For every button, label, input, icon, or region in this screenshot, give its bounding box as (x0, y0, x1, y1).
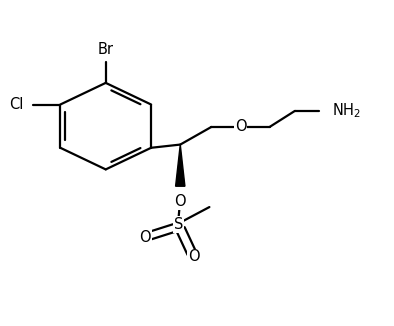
Text: O: O (175, 194, 186, 209)
Polygon shape (176, 144, 185, 186)
Text: O: O (139, 230, 151, 245)
Text: O: O (235, 119, 246, 134)
Text: Cl: Cl (9, 97, 23, 112)
Text: Br: Br (98, 42, 114, 57)
Text: O: O (188, 249, 200, 264)
Text: S: S (174, 217, 183, 232)
Text: NH$_2$: NH$_2$ (332, 102, 361, 120)
